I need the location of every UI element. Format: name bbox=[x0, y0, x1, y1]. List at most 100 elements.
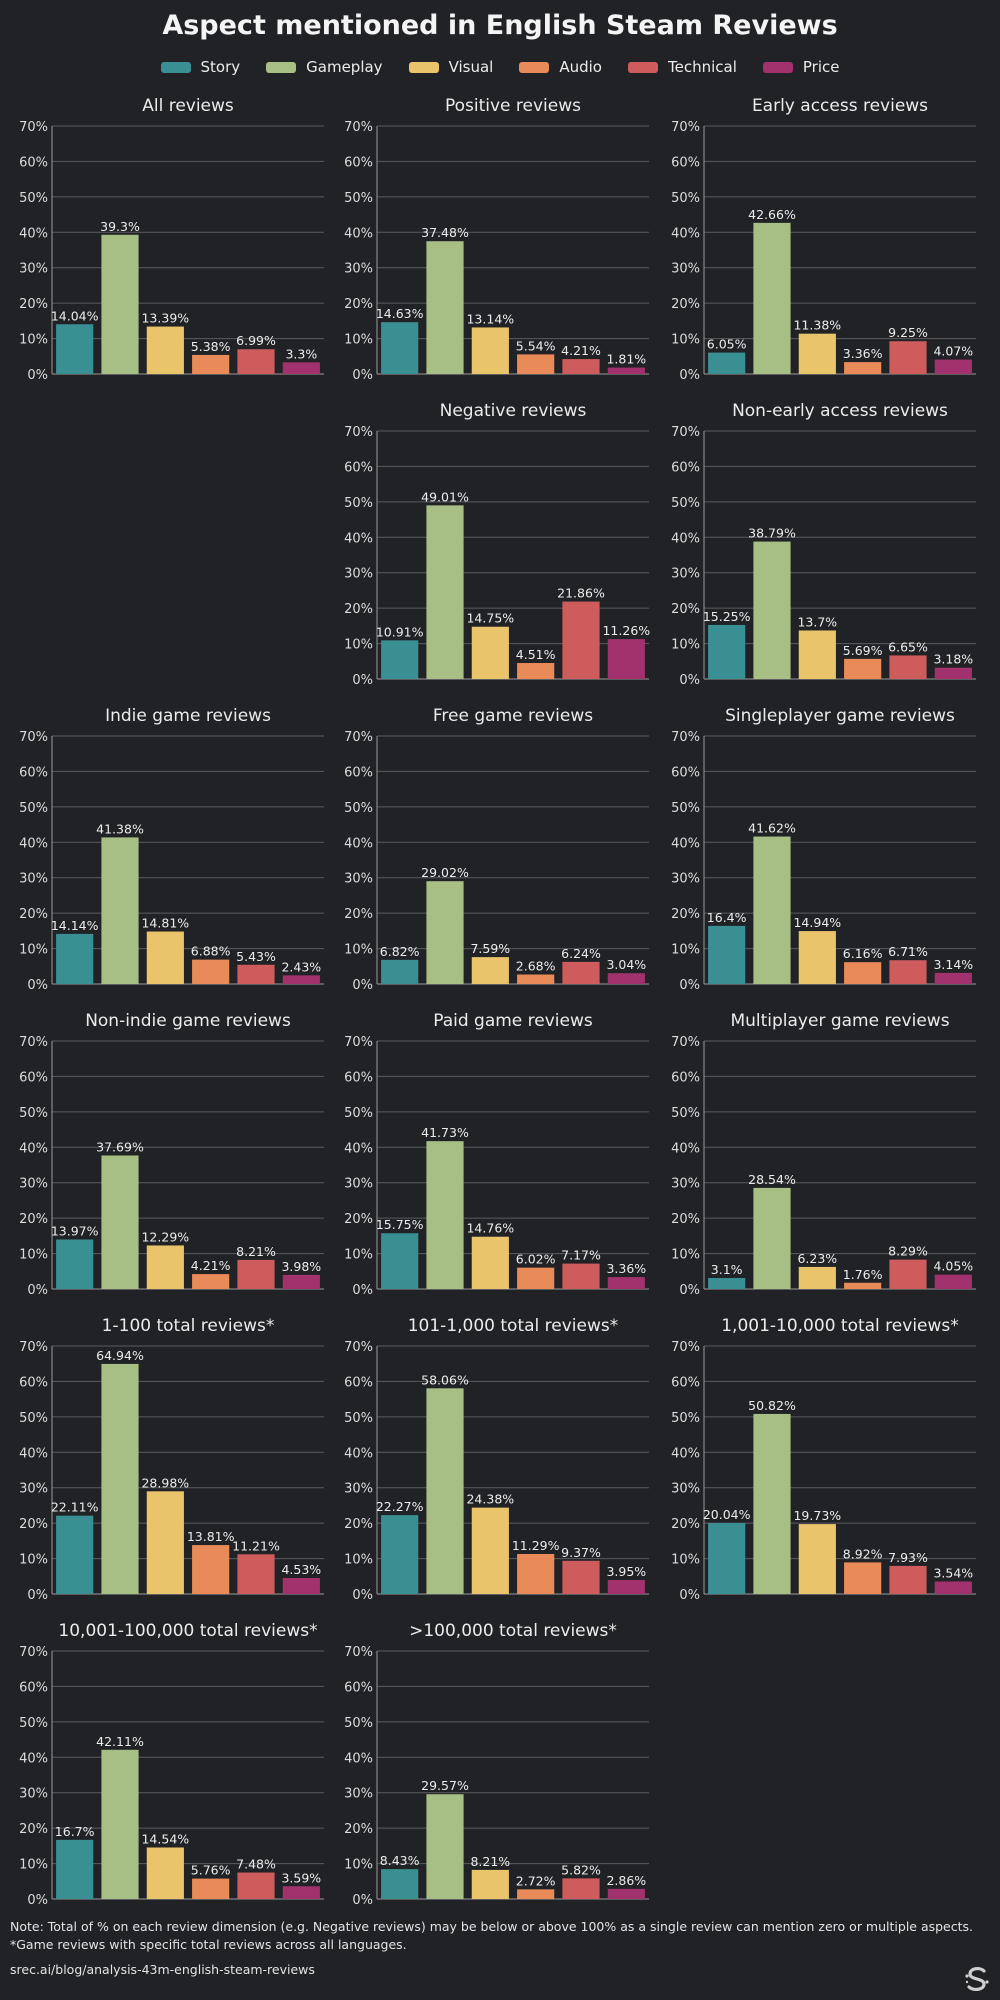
chart-panel: 1,001-10,000 total reviews* 0% 10% 20% 30% 40… bbox=[671, 1316, 976, 1603]
y-tick-label: 40% bbox=[19, 836, 48, 851]
bar-technical bbox=[889, 655, 927, 679]
y-tick-label: 10% bbox=[19, 1248, 48, 1263]
bar-audio bbox=[517, 1267, 555, 1289]
y-tick-label: 60% bbox=[344, 1375, 373, 1390]
y-tick-label: 30% bbox=[344, 872, 373, 887]
y-tick-label: 30% bbox=[671, 567, 700, 582]
bar-audio bbox=[844, 962, 882, 984]
bar-gameplay bbox=[101, 234, 139, 374]
y-tick-label: 40% bbox=[19, 1446, 48, 1461]
bar-audio bbox=[844, 362, 882, 374]
bar-visual bbox=[471, 327, 509, 374]
bar-value-label: 4.53% bbox=[281, 1562, 321, 1577]
chart-panel: All reviews 0% 10% 20% 30% 40% 50% 60% 70% 14.04%… bbox=[19, 96, 324, 383]
bar-value-label: 3.3% bbox=[285, 346, 317, 361]
y-tick-label: 0% bbox=[679, 368, 700, 383]
legend-label-audio: Audio bbox=[559, 58, 602, 76]
bar-value-label: 14.75% bbox=[466, 611, 514, 626]
bar-value-label: 7.93% bbox=[888, 1550, 928, 1565]
legend-label-gameplay: Gameplay bbox=[306, 58, 383, 76]
legend-swatch-audio bbox=[519, 61, 550, 73]
y-tick-label: 20% bbox=[671, 1517, 700, 1532]
bar-value-label: 14.81% bbox=[141, 916, 189, 931]
bar-value-label: 6.88% bbox=[191, 944, 231, 959]
bar-visual bbox=[798, 333, 836, 374]
y-tick-label: 50% bbox=[671, 1106, 700, 1121]
bar-story bbox=[708, 925, 746, 984]
y-tick-label: 20% bbox=[19, 297, 48, 312]
bar-value-label: 13.39% bbox=[141, 311, 189, 326]
bar-technical bbox=[237, 1259, 275, 1289]
bar-gameplay bbox=[753, 1187, 791, 1289]
y-tick-label: 50% bbox=[671, 191, 700, 206]
y-tick-label: 60% bbox=[344, 460, 373, 475]
y-tick-label: 40% bbox=[671, 531, 700, 546]
bar-value-label: 6.23% bbox=[797, 1251, 837, 1266]
bar-technical bbox=[889, 1259, 927, 1289]
bar-visual bbox=[146, 1245, 184, 1289]
chart-panel: Paid game reviews 0% 10% 20% 30% 40% 50% 60% 70%… bbox=[344, 1011, 649, 1298]
chart-panel: Negative reviews 0% 10% 20% 30% 40% 50% 60% 70% 1… bbox=[344, 401, 650, 688]
bar-value-label: 16.4% bbox=[707, 910, 747, 925]
bar-value-label: 2.43% bbox=[281, 959, 321, 974]
bar-story bbox=[708, 1278, 746, 1289]
bar-price bbox=[607, 1888, 645, 1899]
bar-audio bbox=[517, 354, 555, 374]
bar-value-label: 3.59% bbox=[281, 1870, 321, 1885]
bar-story bbox=[381, 959, 419, 984]
bar-visual bbox=[471, 1507, 509, 1594]
y-tick-label: 50% bbox=[19, 1106, 48, 1121]
bar-visual bbox=[798, 1266, 836, 1289]
y-tick-label: 10% bbox=[671, 1553, 700, 1568]
bar-value-label: 8.29% bbox=[888, 1244, 928, 1259]
bar-story bbox=[708, 352, 746, 374]
bar-value-label: 11.26% bbox=[602, 623, 650, 638]
chart-title: Free game reviews bbox=[433, 706, 593, 726]
y-tick-label: 60% bbox=[344, 765, 373, 780]
bar-visual bbox=[146, 1491, 184, 1594]
legend-item-visual: Visual bbox=[408, 58, 493, 76]
y-tick-label: 0% bbox=[679, 1588, 700, 1603]
bar-value-label: 22.11% bbox=[51, 1500, 99, 1515]
bar-value-label: 6.99% bbox=[236, 333, 276, 348]
y-tick-label: 40% bbox=[344, 1446, 373, 1461]
y-tick-label: 60% bbox=[19, 155, 48, 170]
y-tick-label: 70% bbox=[344, 120, 373, 135]
bar-value-label: 4.51% bbox=[516, 647, 556, 662]
y-tick-label: 40% bbox=[344, 531, 373, 546]
footnote-line-1: Note: Total of % on each review dimensio… bbox=[10, 1919, 974, 1934]
y-tick-label: 70% bbox=[344, 730, 373, 745]
bar-value-label: 39.3% bbox=[100, 219, 140, 234]
bar-value-label: 29.02% bbox=[421, 865, 469, 880]
bar-value-label: 11.21% bbox=[232, 1538, 280, 1553]
bar-value-label: 5.76% bbox=[191, 1863, 231, 1878]
bar-technical bbox=[562, 1878, 600, 1899]
bar-price bbox=[607, 973, 645, 984]
bar-value-label: 4.07% bbox=[933, 344, 973, 359]
bar-value-label: 38.79% bbox=[748, 526, 796, 541]
y-tick-label: 0% bbox=[352, 1283, 373, 1298]
source-link[interactable]: srec.ai/blog/analysis-43m-english-steam-… bbox=[10, 1962, 315, 1977]
bar-value-label: 7.17% bbox=[561, 1248, 601, 1263]
chart-panel: 1-100 total reviews* 0% 10% 20% 30% 40% 50% 60%… bbox=[19, 1316, 324, 1603]
bar-audio bbox=[192, 1274, 230, 1289]
bar-value-label: 3.04% bbox=[606, 957, 646, 972]
bar-value-label: 16.7% bbox=[55, 1824, 95, 1839]
bar-value-label: 9.25% bbox=[888, 325, 928, 340]
bar-visual bbox=[146, 1847, 184, 1899]
y-tick-label: 60% bbox=[671, 765, 700, 780]
bar-value-label: 10.91% bbox=[376, 624, 424, 639]
y-tick-label: 70% bbox=[344, 1035, 373, 1050]
legend-swatch-story bbox=[160, 61, 191, 73]
bar-value-label: 14.76% bbox=[466, 1221, 514, 1236]
y-tick-label: 40% bbox=[671, 1141, 700, 1156]
y-tick-label: 60% bbox=[671, 1375, 700, 1390]
bar-audio bbox=[192, 354, 230, 374]
bar-value-label: 6.71% bbox=[888, 944, 928, 959]
y-tick-label: 40% bbox=[671, 226, 700, 241]
chart-panel: 101-1,000 total reviews* 0% 10% 20% 30% 40% 50… bbox=[344, 1316, 649, 1603]
y-tick-label: 20% bbox=[19, 1822, 48, 1837]
bar-technical bbox=[889, 341, 927, 374]
bar-price bbox=[282, 975, 320, 984]
legend-label-price: Price bbox=[802, 58, 840, 76]
